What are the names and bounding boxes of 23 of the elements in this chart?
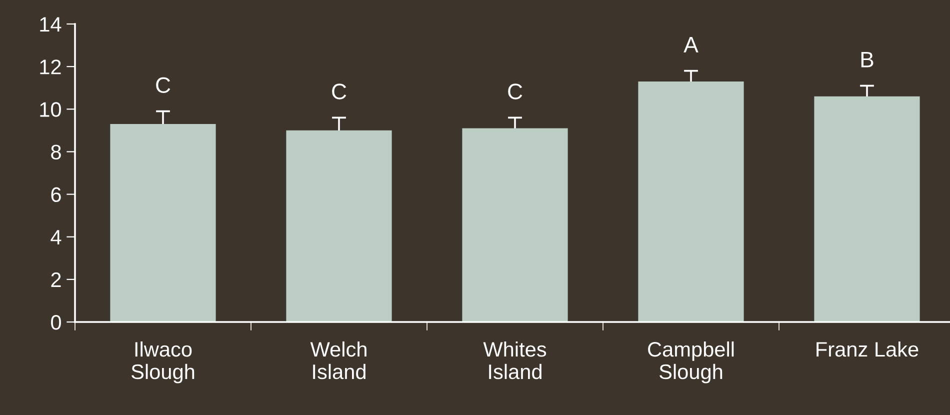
y-tick-label: 12 [40,60,61,74]
y-tick-label: 2 [51,272,61,287]
x-tick-label: Ilwaco Slough [132,341,194,384]
annotation: B [861,52,874,68]
x-tick-label: Franz Lake [816,341,918,357]
bar [638,81,744,322]
x-tick-label: Campbell Slough [648,341,734,384]
annotation: C [156,77,170,93]
bar [814,96,920,322]
y-tick-label: 4 [50,230,62,244]
bar [110,124,216,322]
y-tick-label: 6 [51,187,61,202]
annotation: C [508,84,522,100]
y-tick-label: 8 [51,144,61,160]
annotation: A [684,37,698,52]
y-tick-label: 10 [40,102,61,117]
x-tick-label: Welch Island [310,341,366,380]
bar [286,130,392,322]
y-tick-label: 0 [51,315,61,330]
bar [462,128,568,322]
annotation: C [332,84,346,100]
y-tick-label: 14 [40,17,62,32]
x-tick-label: Whites Island [483,341,546,380]
